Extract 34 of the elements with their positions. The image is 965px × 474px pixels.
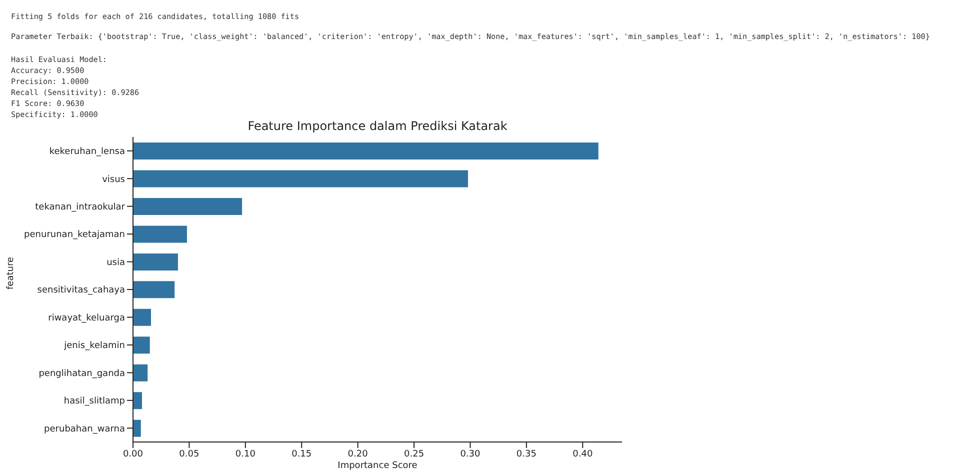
x-tick-label: 0.00 [122,449,144,460]
y-tick-label: perubahan_warna [44,424,125,434]
bar [133,420,141,437]
bar [133,226,187,243]
x-tick-label: 0.15 [292,449,312,460]
bar [133,336,150,354]
x-tick-label: 0.30 [460,449,481,460]
y-tick-label: penurunan_ketajaman [24,230,125,240]
y-tick-label: jenis_kelamin [63,341,125,352]
y-tick-label: kekeruhan_lensa [49,147,125,158]
x-tick-label: 0.25 [404,449,424,460]
y-tick-label: usia [106,258,125,268]
x-tick-label: 0.35 [516,449,536,460]
x-tick-label: 0.40 [572,449,593,460]
x-axis-title: Importance Score [338,461,418,471]
bar [133,198,242,215]
bar [133,392,142,410]
y-tick-label: hasil_slitlamp [64,396,126,407]
y-tick-label: riwayat_keluarga [48,313,125,324]
y-tick-label: sensitivitas_cahaya [37,286,125,296]
bar [133,142,598,160]
x-tick-label: 0.05 [179,449,200,460]
bar [133,281,175,298]
bar [133,253,178,270]
y-tick-label: penglihatan_ganda [38,368,125,379]
y-tick-label: visus [102,174,126,185]
y-axis-title: feature [6,256,16,290]
x-tick-label: 0.10 [235,449,256,460]
chart-title: Feature Importance dalam Prediksi Katarak [246,119,508,133]
bar [133,364,148,382]
bar [133,170,468,188]
x-tick-label: 0.20 [348,449,368,460]
bar [133,308,151,326]
y-tick-label: tekanan_intraokular [35,202,126,213]
